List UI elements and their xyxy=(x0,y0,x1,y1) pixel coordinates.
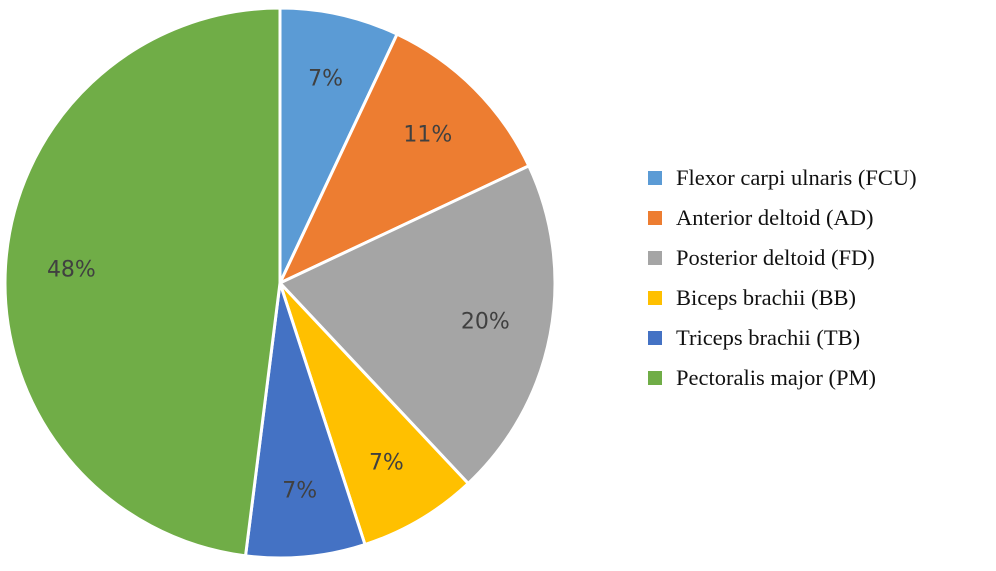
legend-label-fd: Posterior deltoid (FD) xyxy=(676,245,875,270)
legend-swatch-tb xyxy=(648,331,662,345)
slice-label-2: 20% xyxy=(461,310,510,335)
legend-item-fcu: Flexor carpi ulnaris (FCU) xyxy=(648,158,993,198)
slice-label-3: 7% xyxy=(369,450,404,475)
legend-label-bb: Biceps brachii (BB) xyxy=(676,285,856,310)
legend-label-fcu: Flexor carpi ulnaris (FCU) xyxy=(676,165,917,190)
slice-label-5: 48% xyxy=(47,257,96,282)
legend-label-pm: Pectoralis major (PM) xyxy=(676,365,876,390)
pie-slice-1 xyxy=(278,32,531,285)
legend-item-ad: Anterior deltoid (AD) xyxy=(648,198,993,238)
legend-item-pm: Pectoralis major (PM) xyxy=(648,358,993,398)
legend-swatch-pm xyxy=(648,371,662,385)
legend-item-tb: Triceps brachii (TB) xyxy=(648,318,993,358)
legend-label-tb: Triceps brachii (TB) xyxy=(676,325,861,350)
slice-label-1: 11% xyxy=(403,123,452,148)
slice-label-4: 7% xyxy=(282,479,317,504)
legend-swatch-bb xyxy=(648,291,662,305)
pie-slice-5 xyxy=(3,6,282,558)
legend: Flexor carpi ulnaris (FCU) Anterior delt… xyxy=(648,158,993,398)
legend-item-bb: Biceps brachii (BB) xyxy=(648,278,993,318)
pie-slice-3 xyxy=(278,281,470,547)
pie-slice-0 xyxy=(278,6,399,285)
legend-item-fd: Posterior deltoid (FD) xyxy=(648,238,993,278)
legend-swatch-fcu xyxy=(648,171,662,185)
legend-swatch-ad xyxy=(648,211,662,225)
slice-label-0: 7% xyxy=(308,67,343,92)
legend-label-ad: Anterior deltoid (AD) xyxy=(676,205,874,230)
pie-slice-4 xyxy=(244,281,367,560)
pie-slice-2 xyxy=(278,164,557,485)
legend-swatch-fd xyxy=(648,251,662,265)
